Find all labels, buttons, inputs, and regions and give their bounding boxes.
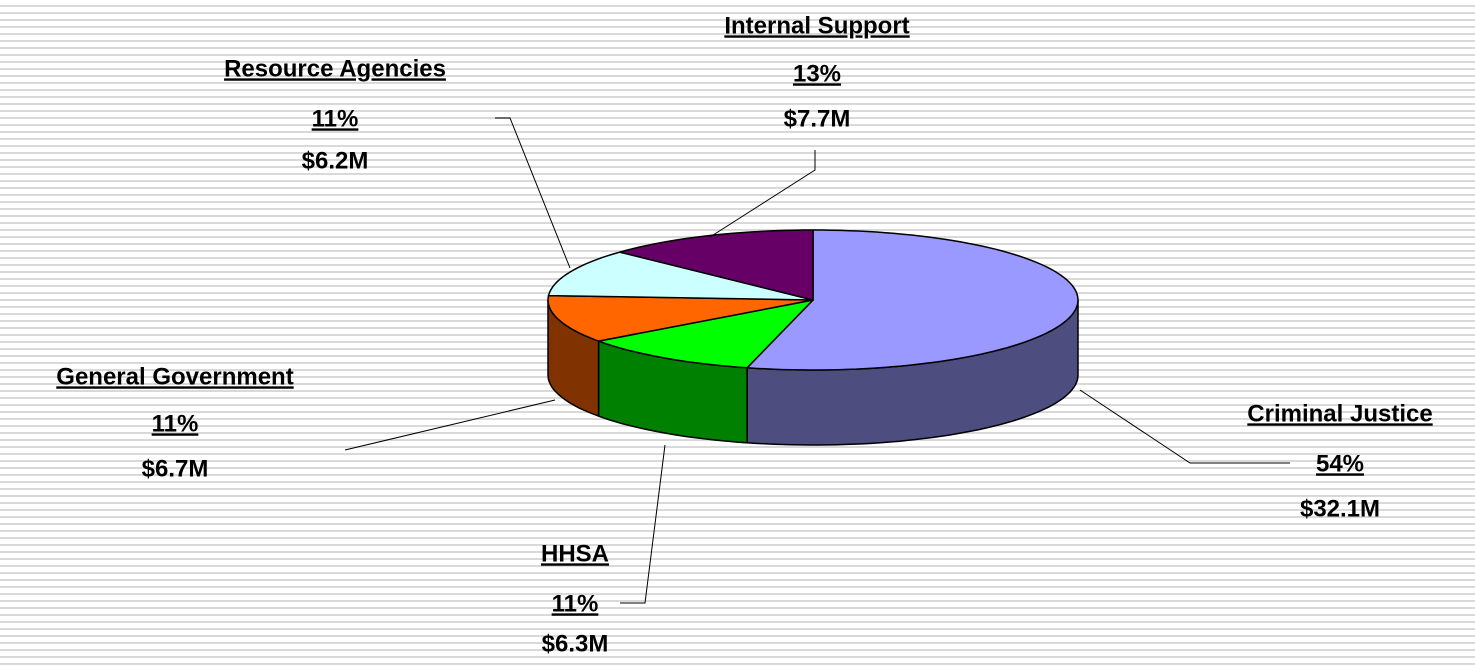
amount-label: $32.1M bbox=[1300, 495, 1380, 522]
slice-name: Internal Support bbox=[724, 12, 909, 39]
leader-line bbox=[1079, 389, 1290, 464]
slice bbox=[746, 229, 1079, 371]
percent-label: 54% bbox=[1316, 450, 1364, 477]
slice bbox=[597, 299, 814, 369]
percent-label: 11% bbox=[552, 590, 599, 617]
leader-line bbox=[709, 150, 816, 238]
slice-name: General Government bbox=[56, 363, 293, 390]
leader-line bbox=[344, 399, 556, 451]
percent-label: 11% bbox=[152, 410, 199, 437]
amount-label: $7.7M bbox=[784, 105, 851, 132]
slice bbox=[547, 294, 814, 342]
slice bbox=[547, 251, 814, 301]
slice-name: Resource Agencies bbox=[224, 55, 446, 82]
leader-line bbox=[620, 444, 666, 604]
slice bbox=[619, 229, 814, 301]
leader-line bbox=[495, 117, 571, 269]
amount-label: $6.7M bbox=[142, 455, 209, 482]
amount-label: $6.3M bbox=[542, 630, 609, 657]
percent-label: 11% bbox=[312, 105, 359, 132]
amount-label: $6.2M bbox=[302, 147, 369, 174]
slice-name: Criminal Justice bbox=[1247, 400, 1432, 427]
slice-name: HHSA bbox=[541, 540, 609, 567]
percent-label: 13% bbox=[793, 60, 841, 87]
